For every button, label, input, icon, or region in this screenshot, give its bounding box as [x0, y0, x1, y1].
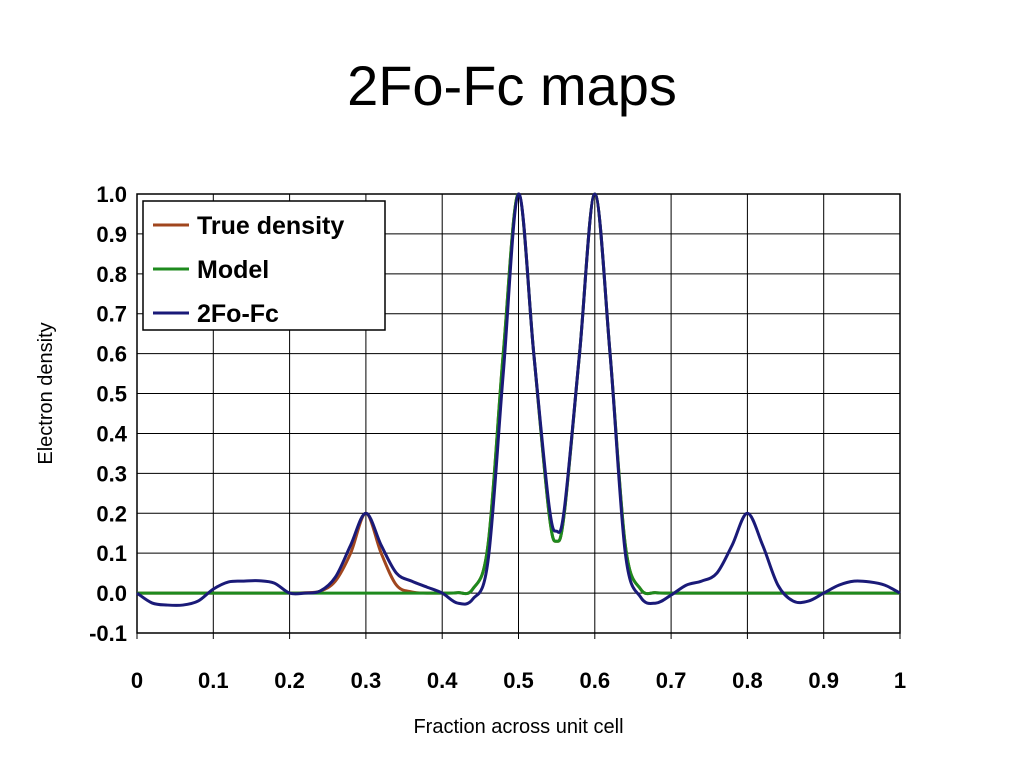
tick-labels: 1.0 0.9 0.8 0.7 0.6 0.5 0.4 0.3 0.2 0.1 0.0 -0.10 0.… — [89, 182, 906, 693]
y-tick-label: 1.0 — [96, 182, 127, 207]
legend-label: True density — [197, 212, 344, 240]
x-tick-label: 0.8 — [732, 668, 763, 693]
page-title: 2Fo-Fc maps — [347, 54, 677, 117]
x-tick-label: 0 — [131, 668, 143, 693]
y-tick-label: 0.8 — [96, 262, 127, 287]
x-tick-label: 0.2 — [274, 668, 305, 693]
x-tick-label: 0.9 — [808, 668, 839, 693]
legend-box — [142, 200, 386, 331]
legend-label: 2Fo-Fc — [197, 300, 279, 328]
x-tick-label: 0.7 — [656, 668, 687, 693]
y-tick-label: 0.5 — [96, 382, 127, 407]
x-tick-label: 0.4 — [427, 668, 458, 693]
y-tick-label: 0.4 — [96, 421, 127, 446]
y-tick-label: 0.0 — [96, 581, 127, 606]
y-tick-label: 0.6 — [96, 342, 127, 367]
x-tick-label: 0.5 — [503, 668, 534, 693]
y-tick-label: 0.7 — [96, 302, 127, 327]
y-tick-label: 0.1 — [96, 541, 127, 566]
legend: True density Model 2Fo-Fc — [142, 200, 386, 331]
x-tick-label: 0.6 — [580, 668, 611, 693]
legend-label: Model — [197, 256, 269, 284]
series-line-2 — [136, 192, 901, 607]
y-tick-label: 0.3 — [96, 461, 127, 486]
series-lines — [136, 192, 901, 607]
x-tick-label: 0.1 — [198, 668, 229, 693]
x-tick-label: 0.3 — [351, 668, 382, 693]
y-tick-label: 0.9 — [96, 222, 127, 247]
x-tick-label: 1 — [894, 668, 906, 693]
y-tick-label: 0.2 — [96, 501, 127, 526]
x-axis-label: Fraction across unit cell — [413, 716, 623, 738]
y-tick-label: -0.1 — [89, 621, 127, 646]
y-axis-label: Electron density — [35, 322, 57, 464]
